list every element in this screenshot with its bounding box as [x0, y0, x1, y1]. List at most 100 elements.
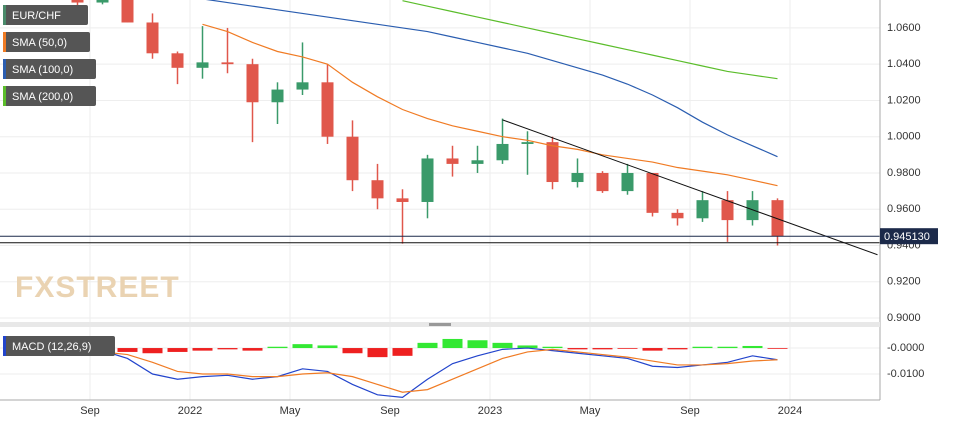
histogram-bar	[167, 348, 188, 352]
candle-body	[96, 0, 109, 3]
legend-label: EUR/CHF	[12, 10, 61, 22]
histogram-bar	[192, 348, 213, 351]
x-tick-label: Sep	[680, 405, 700, 417]
histogram-bar	[367, 348, 388, 358]
legend-swatch	[3, 336, 6, 356]
histogram-bar	[567, 348, 588, 350]
last-price-label: 0.945130	[884, 231, 930, 243]
x-tick-label: Sep	[80, 405, 100, 417]
legend-label: MACD (12,26,9)	[12, 341, 91, 353]
grid	[0, 0, 880, 400]
histogram-bar	[642, 348, 663, 351]
legend-box[interactable]	[3, 336, 115, 356]
candle-body	[721, 200, 734, 221]
candle-body	[146, 22, 159, 54]
candle-body	[421, 158, 434, 202]
legend: EUR/CHF SMA (50,0) SMA (100,0) SMA (200,…	[3, 5, 115, 356]
candle-body	[621, 172, 634, 192]
y-tick-label: 0.9600	[887, 203, 921, 215]
candle-body	[546, 142, 559, 183]
legend-label: SMA (100,0)	[12, 64, 73, 76]
legend-swatch	[3, 59, 6, 79]
candle-body	[121, 0, 134, 23]
candle-body	[196, 62, 209, 68]
histogram-bar	[342, 348, 363, 354]
macd-pane	[67, 338, 788, 399]
y-tick-label: 0.9000	[887, 312, 921, 324]
histogram-bar	[117, 348, 138, 352]
candle-body	[496, 143, 509, 161]
x-tick-label: May	[580, 405, 601, 417]
series-line	[402, 0, 778, 80]
candle-body	[271, 89, 284, 103]
trend-line	[502, 119, 878, 256]
histogram-bar	[717, 346, 738, 349]
separator-handle[interactable]	[429, 323, 451, 326]
legend-label: SMA (200,0)	[12, 91, 73, 103]
histogram-bar	[742, 345, 763, 349]
histogram-bar	[217, 348, 238, 350]
axes: 0.90000.92000.94000.96000.98001.00001.02…	[80, 22, 938, 417]
candle-body	[671, 212, 684, 219]
price-pane	[0, 0, 880, 256]
histogram-bar	[442, 338, 463, 349]
series-line	[202, 23, 778, 187]
y-tick-label: 0.9800	[887, 167, 921, 179]
candle-body	[446, 158, 459, 164]
histogram-bar	[392, 348, 413, 356]
candle-body	[321, 82, 334, 137]
legend-box[interactable]	[3, 32, 90, 52]
candle-body	[221, 62, 234, 65]
histogram-bar	[542, 346, 563, 349]
y-tick-label: 0.9200	[887, 276, 921, 288]
candle-body	[571, 172, 584, 183]
histogram-bar	[517, 345, 538, 349]
watermark: FXSTREET	[15, 271, 180, 304]
histogram-bar	[692, 346, 713, 349]
y-tick-label: -0.0100	[887, 368, 924, 380]
histogram-bar	[267, 346, 288, 349]
legend-box[interactable]	[3, 59, 96, 79]
x-tick-label: May	[280, 405, 301, 417]
series-line	[77, 347, 778, 399]
legend-label: SMA (50,0)	[12, 37, 67, 49]
candle-body	[771, 200, 784, 237]
x-tick-label: 2024	[778, 405, 802, 417]
y-tick-label: 1.0600	[887, 22, 921, 34]
histogram-bar	[492, 342, 513, 349]
histogram-bar	[467, 340, 488, 349]
histogram-bar	[242, 348, 263, 351]
y-tick-label: 1.0200	[887, 94, 921, 106]
series-line	[205, 0, 778, 158]
candle-body	[71, 0, 84, 3]
candle-body	[346, 136, 359, 181]
histogram-bar	[317, 345, 338, 349]
last-price-tag	[880, 228, 938, 245]
candle-body	[521, 142, 534, 144]
y-tick-label: 1.0000	[887, 131, 921, 143]
candle-body	[246, 64, 259, 103]
legend-box[interactable]	[3, 86, 96, 106]
series-line	[77, 348, 778, 393]
x-tick-label: 2022	[178, 405, 202, 417]
candle-body	[646, 172, 659, 213]
candle-body	[371, 180, 384, 199]
x-tick-label: 2023	[478, 405, 502, 417]
histogram-bar	[417, 342, 438, 349]
candle-body	[396, 198, 409, 202]
legend-swatch	[3, 86, 6, 106]
legend-box[interactable]	[3, 5, 88, 25]
candle-body	[296, 82, 309, 90]
histogram-bar	[292, 344, 313, 349]
histogram-bar	[667, 348, 688, 350]
histogram-bar	[617, 348, 638, 349]
candle-body	[596, 172, 609, 192]
x-tick-label: Sep	[380, 405, 400, 417]
candle-body	[471, 160, 484, 164]
histogram-bar	[767, 348, 788, 349]
y-tick-label: 1.0400	[887, 58, 921, 70]
y-tick-label: -0.0000	[887, 342, 924, 354]
candle-body	[171, 53, 184, 68]
histogram-bar	[592, 348, 613, 350]
